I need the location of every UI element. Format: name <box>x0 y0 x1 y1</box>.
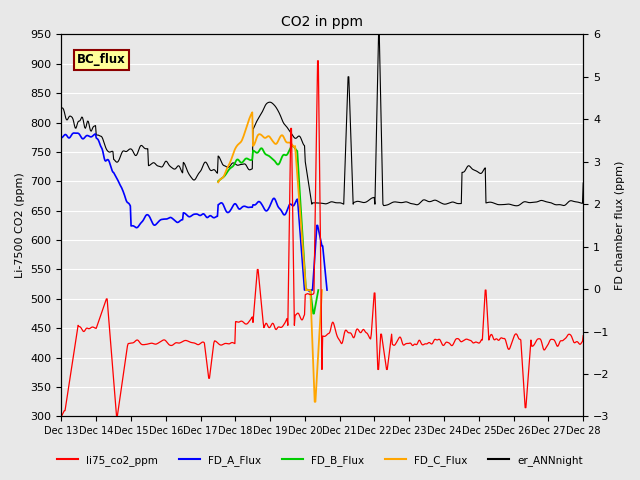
Title: CO2 in ppm: CO2 in ppm <box>282 15 364 29</box>
Legend: li75_co2_ppm, FD_A_Flux, FD_B_Flux, FD_C_Flux, er_ANNnight: li75_co2_ppm, FD_A_Flux, FD_B_Flux, FD_C… <box>52 451 588 470</box>
Y-axis label: FD chamber flux (ppm): FD chamber flux (ppm) <box>615 161 625 290</box>
Text: BC_flux: BC_flux <box>77 53 126 66</box>
Y-axis label: Li-7500 CO2 (ppm): Li-7500 CO2 (ppm) <box>15 172 25 278</box>
